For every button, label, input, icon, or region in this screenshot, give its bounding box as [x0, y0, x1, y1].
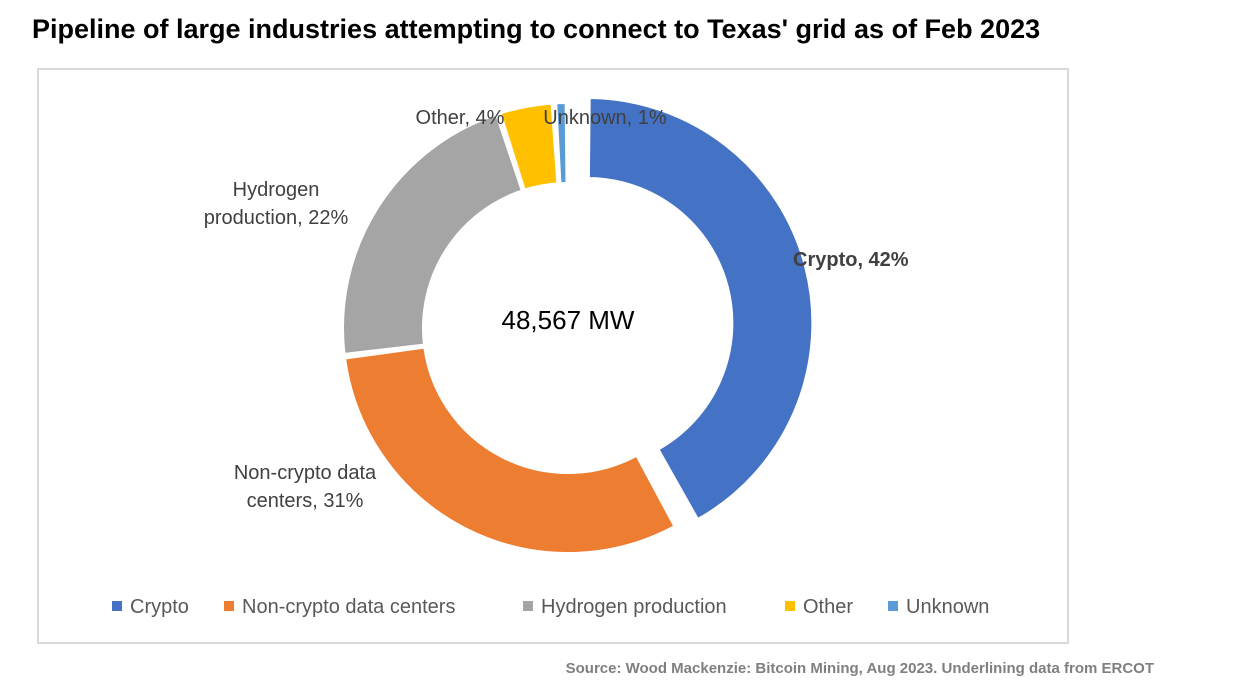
slice-hydrogen-production — [342, 113, 524, 355]
legend-swatch-hydrogen-production — [523, 601, 533, 611]
slice-crypto — [587, 97, 814, 521]
data-label-unknown: Unknown, 1% — [543, 107, 667, 129]
slice-non-crypto-data-centers — [343, 346, 676, 554]
slice-other — [499, 102, 559, 191]
page-title: Pipeline of large industries attempting … — [32, 14, 1041, 44]
legend-label-crypto: Crypto — [130, 596, 189, 618]
legend-label-other: Other — [803, 596, 853, 618]
legend-swatch-crypto — [112, 601, 122, 611]
legend-label-non-crypto-data-centers: Non-crypto data centers — [242, 596, 455, 618]
data-label-other: Other, 4% — [416, 107, 505, 129]
data-label-hydrogen-production: Hydrogen production, 22% — [204, 179, 349, 229]
legend-swatch-non-crypto-data-centers — [224, 601, 234, 611]
legend-swatch-unknown — [888, 601, 898, 611]
slice-unknown — [555, 102, 568, 185]
legend-label-unknown: Unknown — [906, 596, 989, 618]
data-label-non-crypto-data-centers: Non-crypto data centers, 31% — [234, 462, 377, 512]
center-label: 48,567 MW — [502, 305, 635, 335]
legend-label-hydrogen-production: Hydrogen production — [541, 596, 727, 618]
data-label-crypto: Crypto, 42% — [793, 249, 909, 271]
source-note: Source: Wood Mackenzie: Bitcoin Mining, … — [565, 660, 1154, 677]
legend-swatch-other — [785, 601, 795, 611]
